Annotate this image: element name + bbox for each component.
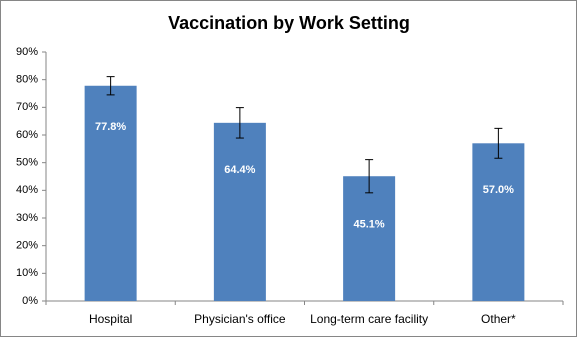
y-tick-label: 30%: [16, 212, 38, 224]
data-label: 77.8%: [95, 121, 126, 133]
data-label: 45.1%: [354, 219, 385, 231]
y-tick-label: 10%: [16, 267, 38, 279]
bar: [472, 143, 525, 301]
x-tick-label: Other*: [481, 312, 516, 326]
x-tick-label: Physician's office: [194, 312, 286, 326]
y-tick-label: 70%: [16, 101, 38, 113]
bar: [213, 122, 266, 302]
bar: [343, 176, 396, 301]
data-label: 64.4%: [224, 164, 255, 176]
y-tick-label: 20%: [16, 240, 38, 252]
y-tick-label: 0%: [22, 295, 38, 307]
y-tick-label: 40%: [16, 184, 38, 196]
y-tick-label: 50%: [16, 157, 38, 169]
x-tick-label: Long-term care facility: [310, 312, 428, 326]
y-tick-label: 80%: [16, 74, 38, 86]
x-tick-label: Hospital: [89, 312, 132, 326]
y-tick-label: 90%: [16, 46, 38, 58]
y-tick-label: 60%: [16, 129, 38, 141]
chart-title: Vaccination by Work Setting: [168, 13, 410, 33]
data-label: 57.0%: [483, 184, 514, 196]
bar: [84, 85, 137, 302]
